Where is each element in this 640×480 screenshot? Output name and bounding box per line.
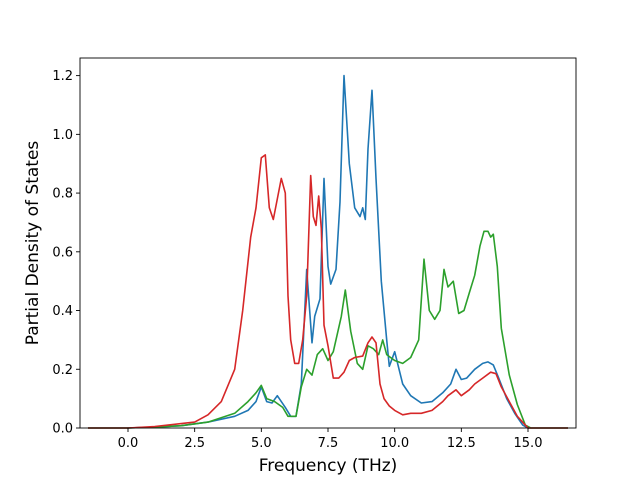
y-axis-label: Partial Density of States xyxy=(23,141,43,346)
x-axis-label: Frequency (THz) xyxy=(259,456,398,476)
y-tick-label: 0.6 xyxy=(52,245,73,260)
series-line-2 xyxy=(88,230,568,429)
y-tick-label: 0.8 xyxy=(52,187,73,202)
x-tick-label: 10.0 xyxy=(380,436,409,451)
y-ticks: 0.0 0.2 0.4 0.6 0.8 1.0 1.2 xyxy=(52,69,80,437)
plot-frame xyxy=(79,57,577,429)
y-tick-label: 0.0 xyxy=(52,422,73,437)
series-line-3 xyxy=(88,154,568,429)
series-layer xyxy=(88,74,568,429)
y-tick-label: 0.4 xyxy=(52,304,73,319)
x-tick-label: 12.5 xyxy=(447,436,476,451)
y-tick-label: 1.2 xyxy=(52,69,73,84)
x-tick-label: 2.5 xyxy=(184,436,205,451)
x-tick-label: 7.5 xyxy=(318,436,339,451)
x-tick-label: 0.0 xyxy=(118,436,139,451)
y-tick-label: 1.0 xyxy=(52,128,73,143)
series-line-1 xyxy=(88,74,568,429)
y-tick-label: 0.2 xyxy=(52,363,73,378)
x-ticks: 0.0 2.5 5.0 7.5 10.0 12.5 15.0 xyxy=(118,428,543,451)
x-tick-label: 5.0 xyxy=(251,436,272,451)
x-tick-label: 15.0 xyxy=(514,436,543,451)
